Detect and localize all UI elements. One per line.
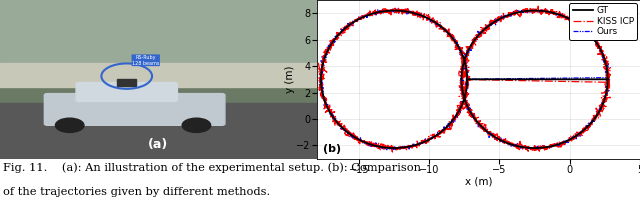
Ours	[389, 8, 397, 10]
Ours	[598, 101, 606, 104]
GT	[449, 37, 456, 39]
KISS ICP	[603, 77, 611, 80]
KISS ICP	[456, 112, 464, 115]
Ours	[393, 149, 401, 151]
Bar	[0, 63, 317, 87]
GT	[599, 102, 607, 104]
Text: (b): (b)	[323, 144, 341, 154]
KISS ICP	[463, 111, 471, 114]
KISS ICP	[461, 86, 469, 89]
Legend: GT, KISS ICP, Ours: GT, KISS ICP, Ours	[570, 3, 637, 40]
KISS ICP	[388, 151, 396, 153]
Y-axis label: y (m): y (m)	[285, 66, 295, 93]
Ours	[600, 101, 607, 104]
GT	[463, 78, 471, 81]
Bar	[0, 71, 317, 159]
Ours	[465, 78, 473, 81]
GT	[454, 110, 462, 113]
GT	[390, 147, 398, 149]
Line: Ours: Ours	[319, 9, 610, 150]
Bar	[0, 103, 317, 159]
KISS ICP	[600, 103, 607, 106]
Line: KISS ICP: KISS ICP	[318, 6, 611, 152]
Bar	[0, 0, 317, 71]
GT	[463, 89, 470, 91]
FancyBboxPatch shape	[76, 82, 177, 102]
Text: Fig. 11.    (a): An illustration of the experimental setup. (b): Comparison: Fig. 11. (a): An illustration of the exp…	[3, 162, 421, 173]
Ours	[456, 111, 464, 114]
KISS ICP	[448, 38, 456, 41]
Circle shape	[56, 118, 84, 132]
X-axis label: x (m): x (m)	[465, 176, 492, 186]
FancyBboxPatch shape	[44, 94, 225, 125]
Circle shape	[182, 118, 211, 132]
KISS ICP	[599, 106, 607, 108]
GT	[604, 78, 612, 81]
Text: (a): (a)	[148, 138, 168, 151]
Bar	[117, 79, 136, 86]
Text: of the trajectories given by different methods.: of the trajectories given by different m…	[3, 187, 271, 197]
Ours	[463, 89, 470, 91]
GT	[390, 9, 398, 12]
Line: GT: GT	[321, 11, 608, 148]
GT	[466, 110, 474, 112]
Ours	[604, 77, 611, 79]
KISS ICP	[464, 79, 472, 82]
GT	[599, 102, 607, 105]
Ours	[449, 37, 457, 39]
KISS ICP	[534, 5, 542, 7]
Text: RS-Ruby
128 beams: RS-Ruby 128 beams	[132, 55, 159, 66]
Ours	[467, 108, 474, 110]
